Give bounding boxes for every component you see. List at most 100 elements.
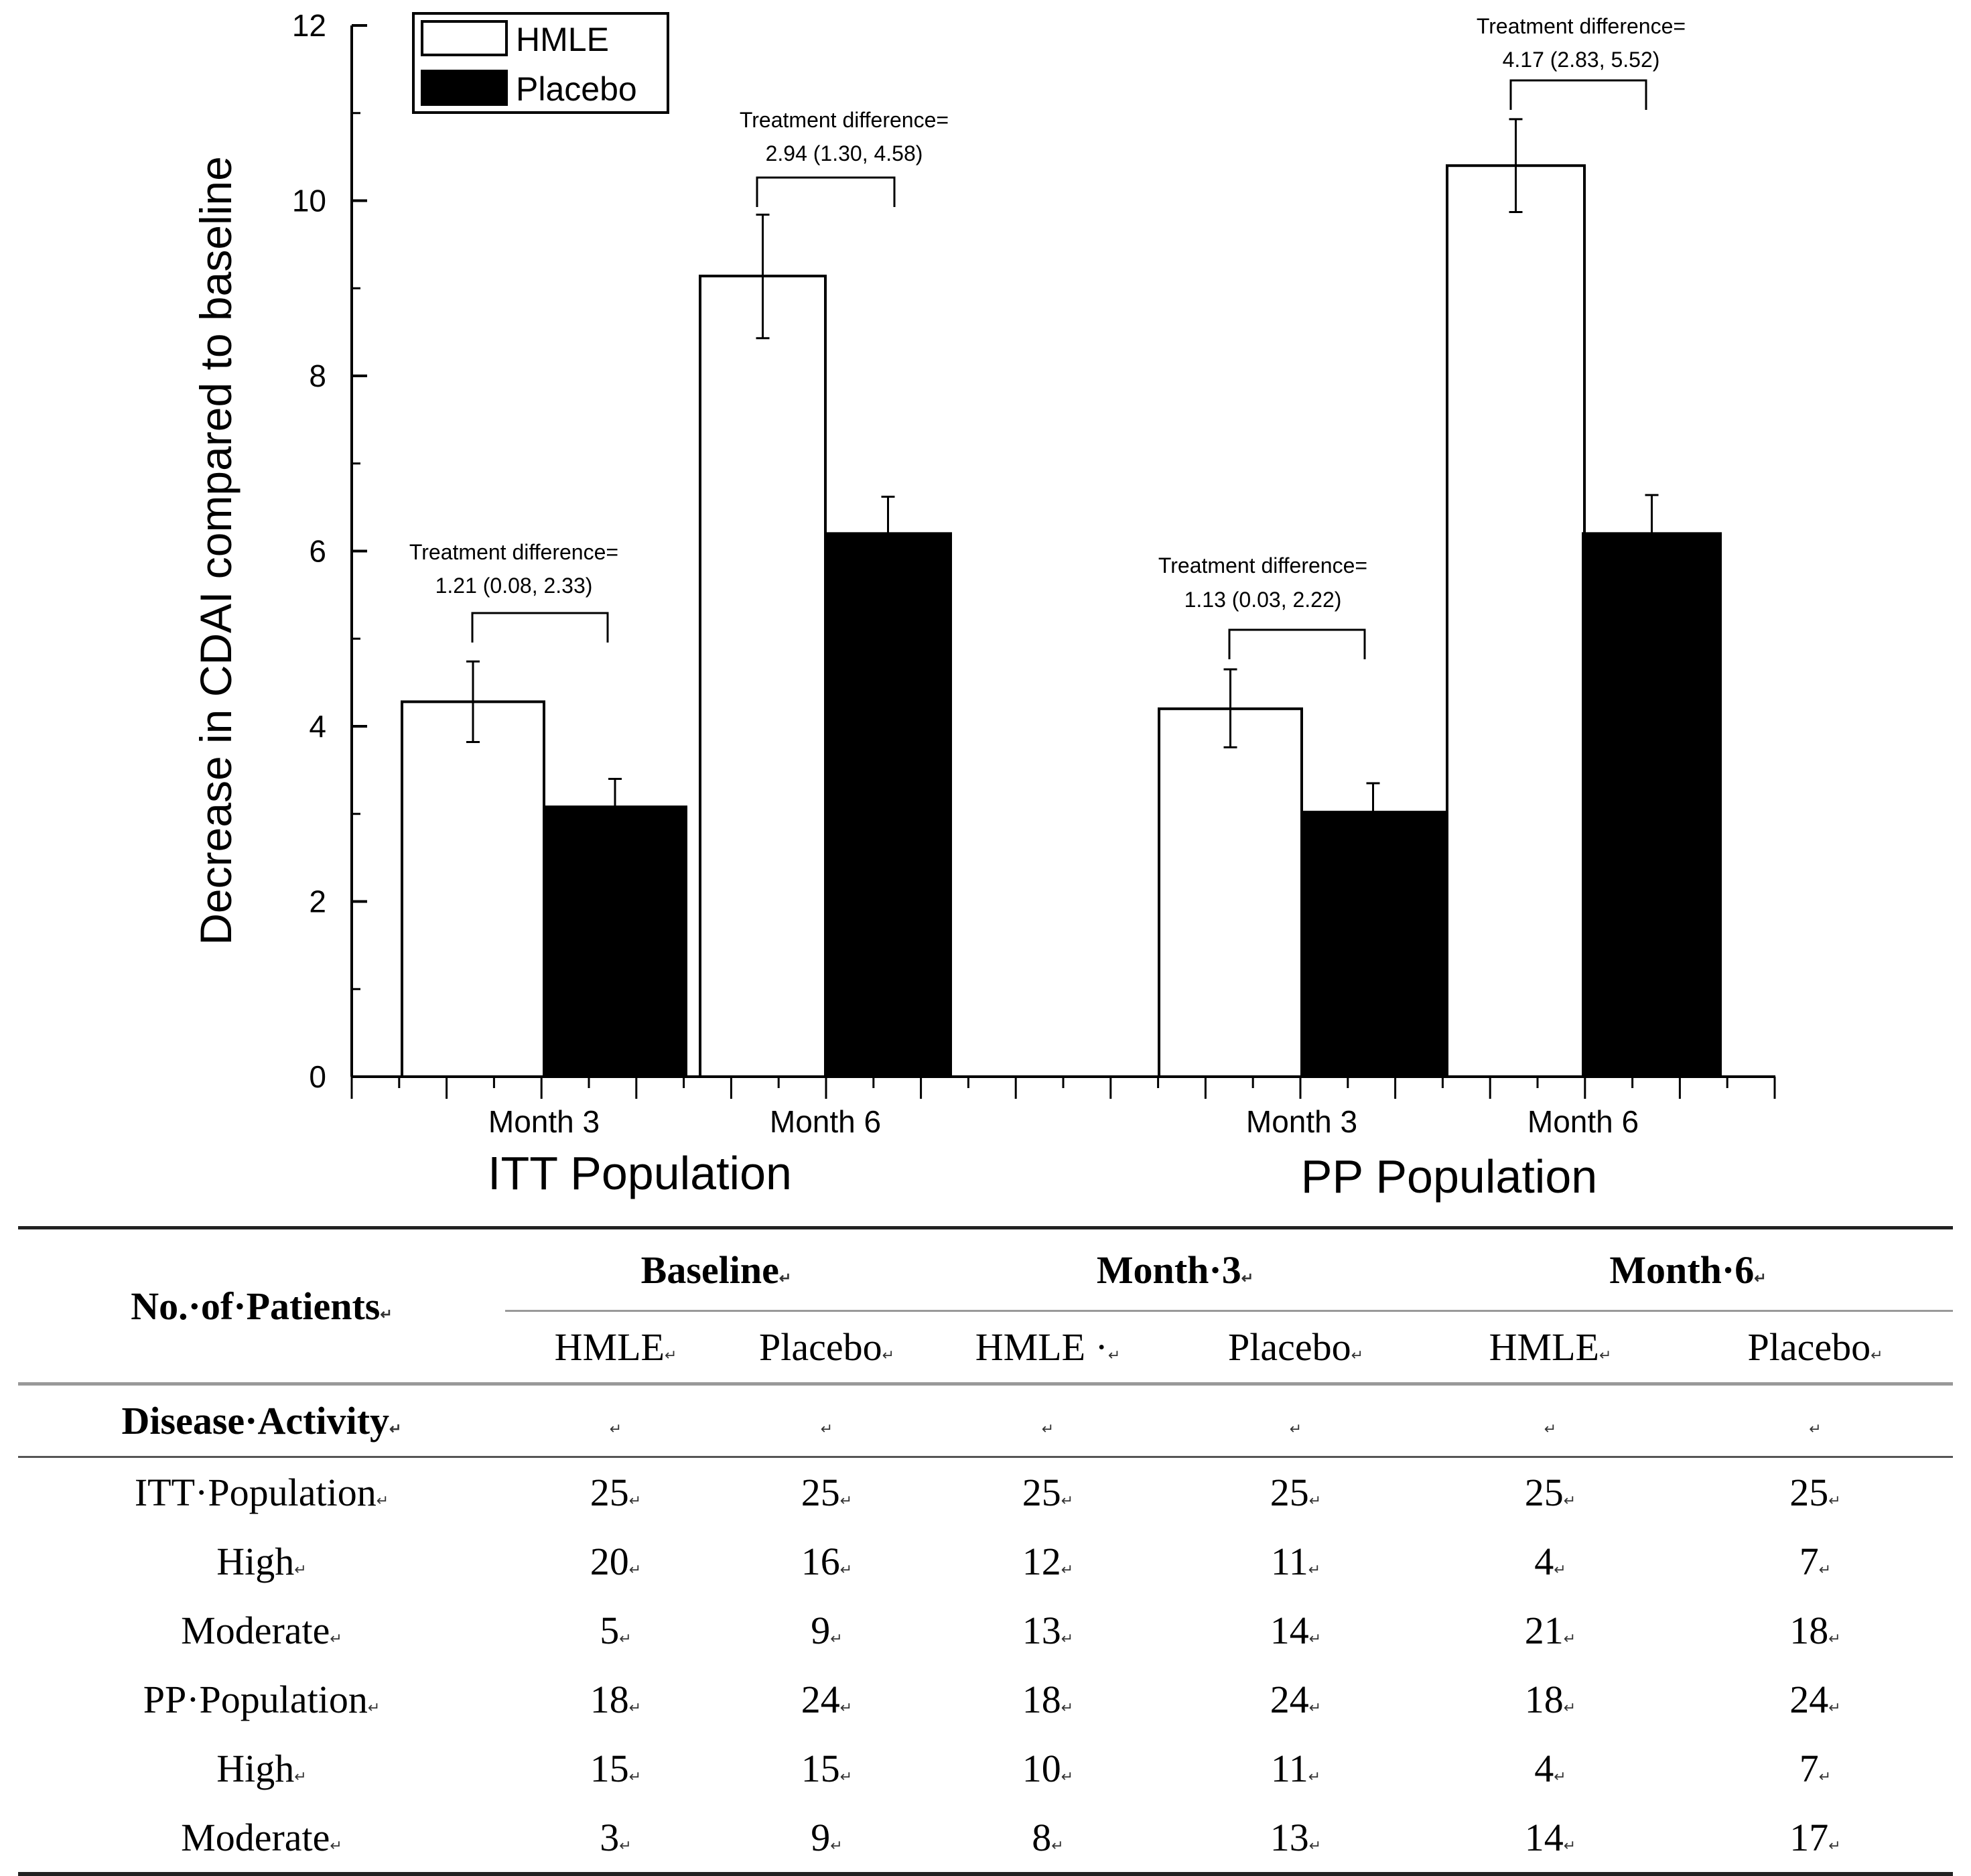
y-tick-label: 10 bbox=[292, 184, 326, 218]
table-row: PP·Population↵ 18↵ 24↵ 18↵ 24↵ 18↵ 24↵ bbox=[18, 1665, 1953, 1734]
value-cell-text: 18 bbox=[1789, 1609, 1829, 1652]
value-cell: 4↵ bbox=[1423, 1527, 1678, 1596]
value-cell: 16↵ bbox=[726, 1527, 927, 1596]
para-mark: ↵ bbox=[1563, 1492, 1576, 1509]
value-cell: 24↵ bbox=[1168, 1665, 1423, 1734]
data-table: No.·of·Patients ↵ Baseline ↵ Month·3↵ Mont… bbox=[18, 1226, 1953, 1876]
para-mark: ↵ bbox=[1308, 1492, 1322, 1509]
table-header-row: No.·of·Patients ↵ Baseline ↵ Month·3↵ Mont… bbox=[18, 1226, 1953, 1384]
para-mark: ↵ bbox=[839, 1699, 853, 1716]
value-cell-text: 12 bbox=[1022, 1540, 1061, 1583]
para-mark: ↵ bbox=[1828, 1630, 1841, 1647]
value-cell: 25↵ bbox=[1168, 1457, 1423, 1528]
error-bar-placebo-2 bbox=[1366, 782, 1380, 842]
group-label-itt: ITT Population bbox=[488, 1147, 792, 1199]
annotation-title: Treatment difference= bbox=[409, 540, 618, 564]
value-cell-text: 18 bbox=[1022, 1678, 1061, 1721]
value-cell-text: 5 bbox=[600, 1609, 620, 1652]
para-mark: ↵ bbox=[376, 1492, 389, 1509]
error-bar-hmle-3 bbox=[1509, 118, 1523, 213]
annotation-title: Treatment difference= bbox=[740, 108, 949, 132]
value-cell: 15↵ bbox=[726, 1734, 927, 1803]
value-cell: 24↵ bbox=[1678, 1665, 1953, 1734]
para-mark: ↵ bbox=[1809, 1420, 1822, 1437]
subheader-cell: HMLE ·↵ bbox=[927, 1311, 1168, 1384]
value-cell-text: 25 bbox=[1022, 1471, 1061, 1514]
para-mark: ↵ bbox=[294, 1768, 307, 1785]
value-cell: 9↵ bbox=[726, 1596, 927, 1665]
para-mark: ↵ bbox=[1828, 1492, 1841, 1509]
para-mark: ↵ bbox=[830, 1630, 843, 1647]
value-cell-text: 16 bbox=[801, 1540, 840, 1583]
value-cell-text: 25 bbox=[1524, 1471, 1564, 1514]
table-row: High↵ 20↵ 16↵ 12↵ 11↵ 4↵ 7↵ bbox=[18, 1527, 1953, 1596]
value-cell-text: 18 bbox=[1524, 1678, 1564, 1721]
value-cell-text: 9 bbox=[811, 1816, 831, 1859]
legend-swatch-placebo bbox=[421, 70, 508, 106]
para-mark: ↵ bbox=[628, 1492, 642, 1509]
annotation-value: 4.17 (2.83, 5.52) bbox=[1503, 48, 1660, 72]
para-mark: ↵ bbox=[1241, 1269, 1254, 1286]
value-cell-text: 14 bbox=[1270, 1609, 1309, 1652]
value-cell: 15↵ bbox=[505, 1734, 726, 1803]
annotation-layer: Treatment difference=1.21 (0.08, 2.33)Tr… bbox=[409, 14, 1686, 659]
treatment-difference-annotation: Treatment difference= 4.17 (2.83, 5.52) bbox=[1477, 14, 1686, 110]
value-cell: 7↵ bbox=[1678, 1734, 1953, 1803]
row-label-cell: Moderate↵ bbox=[18, 1596, 505, 1665]
value-cell-text: 7 bbox=[1799, 1540, 1819, 1583]
para-mark: ↵ bbox=[839, 1492, 853, 1509]
value-cell: 9↵ bbox=[726, 1803, 927, 1876]
value-cell-text: 25 bbox=[1270, 1471, 1309, 1514]
para-mark: ↵ bbox=[830, 1837, 843, 1854]
value-cell: 25↵ bbox=[726, 1457, 927, 1528]
para-mark: ↵ bbox=[628, 1699, 642, 1716]
error-bar-placebo-0 bbox=[608, 777, 622, 835]
para-mark: ↵ bbox=[1061, 1561, 1074, 1578]
value-cell: 18↵ bbox=[505, 1665, 726, 1734]
value-cell-text: 24 bbox=[1270, 1678, 1309, 1721]
corner-label: No.·of·Patients bbox=[131, 1284, 381, 1328]
value-cell: 4↵ bbox=[1423, 1734, 1678, 1803]
period-label: Baseline bbox=[640, 1248, 779, 1292]
y-tick-label: 2 bbox=[309, 884, 326, 919]
bars-layer bbox=[401, 118, 1722, 1079]
subheader-label: HMLE bbox=[554, 1325, 665, 1369]
para-mark: ↵ bbox=[1308, 1768, 1321, 1785]
legend-swatch-hmle bbox=[421, 20, 508, 56]
value-cell-text: 15 bbox=[801, 1747, 840, 1790]
para-mark: ↵ bbox=[1061, 1630, 1074, 1647]
y-axis-label: Decrease in CDAI compared to baseline bbox=[191, 156, 241, 945]
value-cell: 12↵ bbox=[927, 1527, 1168, 1596]
subheader-label: HMLE · bbox=[975, 1325, 1108, 1369]
para-mark: ↵ bbox=[1599, 1347, 1612, 1363]
value-cell-text: 24 bbox=[1789, 1678, 1829, 1721]
value-cell: 25↵ bbox=[1423, 1457, 1678, 1528]
subheader-label: Placebo bbox=[1747, 1325, 1871, 1369]
legend-label-placebo: Placebo bbox=[516, 70, 637, 108]
period-label: Month·6 bbox=[1609, 1248, 1755, 1292]
legend-label-hmle: HMLE bbox=[516, 21, 609, 58]
value-cell: 20↵ bbox=[505, 1527, 726, 1596]
para-mark: ↵ bbox=[1544, 1420, 1557, 1437]
value-cell-text: 13 bbox=[1022, 1609, 1061, 1652]
value-cell: 25↵ bbox=[927, 1457, 1168, 1528]
value-cell: 18↵ bbox=[1678, 1596, 1953, 1665]
y-tick-label: 12 bbox=[292, 8, 326, 43]
empty-cell: ↵ bbox=[505, 1382, 726, 1458]
section-label: Disease·Activity bbox=[121, 1399, 390, 1443]
value-cell-text: 11 bbox=[1270, 1540, 1308, 1583]
subheader-cell: Placebo↵ bbox=[726, 1311, 927, 1384]
value-cell: 24↵ bbox=[726, 1665, 927, 1734]
value-cell: 11↵ bbox=[1168, 1734, 1423, 1803]
period-header-month3: Month·3↵ bbox=[927, 1226, 1423, 1312]
para-mark: ↵ bbox=[1871, 1347, 1883, 1363]
category-label-itt-month6: Month 6 bbox=[770, 1104, 881, 1139]
para-mark: ↵ bbox=[1051, 1837, 1064, 1854]
para-mark: ↵ bbox=[628, 1561, 642, 1578]
annotation-title: Treatment difference= bbox=[1477, 14, 1686, 38]
error-bar-placebo-1 bbox=[881, 495, 895, 570]
value-cell-text: 9 bbox=[811, 1609, 831, 1652]
row-label-cell-text: ITT·Population bbox=[134, 1471, 377, 1514]
annotation-bracket bbox=[756, 176, 896, 207]
bar-chart: 0 2 4 6 8 10 12 Treatment difference= 1.21 (0.0… bbox=[191, 8, 1776, 1203]
